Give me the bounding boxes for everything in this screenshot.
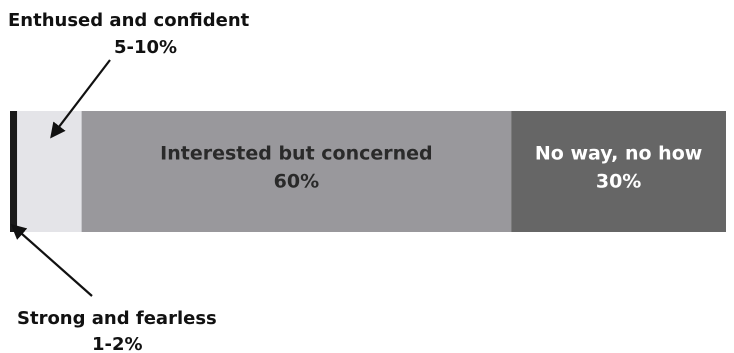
- callout-label-strong-and-fearless: Strong and fearless: [17, 308, 217, 329]
- callout-arrow-enthused: [50, 59, 111, 139]
- segment-value-no-way-no-how: 30%: [596, 171, 641, 193]
- segment-label-interested-but-concerned: Interested but concerned: [160, 143, 433, 165]
- segment-no-way-no-how: [511, 111, 726, 232]
- callout-label-enthused-and-confident: Enthused and confident: [8, 10, 250, 31]
- segment-enthused-and-confident: [17, 111, 82, 232]
- bar-segments: [10, 111, 726, 232]
- callout-value-enthused-and-confident: 5-10%: [114, 37, 177, 58]
- segment-strong-and-fearless: [10, 111, 18, 232]
- segment-label-no-way-no-how: No way, no how: [535, 143, 702, 165]
- callout-arrow-strong: [10, 223, 93, 297]
- segment-value-interested-but-concerned: 60%: [274, 171, 319, 193]
- callout-value-strong-and-fearless: 1-2%: [92, 334, 143, 353]
- segment-interested-but-concerned: [81, 111, 512, 232]
